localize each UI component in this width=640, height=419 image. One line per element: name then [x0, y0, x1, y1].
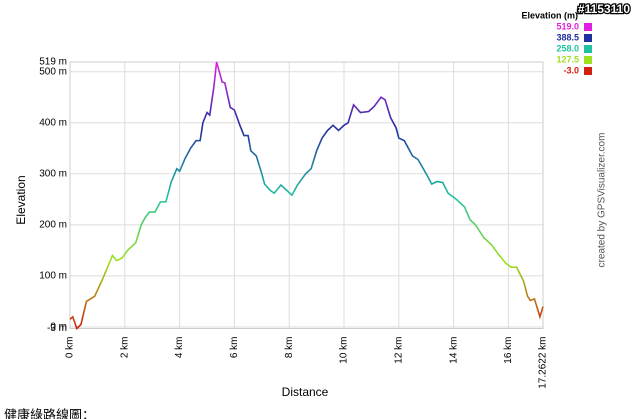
x-tick-label: 0 km — [65, 337, 76, 359]
caption: 健康綠路線圖： — [4, 407, 95, 419]
x-tick-label: 14 km — [448, 337, 459, 364]
y-tick-label: 300 m — [39, 168, 67, 179]
legend-title: Elevation (m) — [521, 10, 578, 20]
x-tick-label: 16 km — [503, 336, 514, 363]
watermark: #1153110 — [578, 2, 630, 16]
y-axis-label: Elevation — [14, 175, 28, 224]
x-tick-label: 17.2622 km — [538, 337, 549, 389]
y-tick-label: 0 m — [50, 322, 67, 333]
credit: created by GPSVisualizer.com — [597, 133, 608, 268]
elevation-line — [69, 61, 544, 330]
x-tick-label: 12 km — [393, 337, 404, 364]
x-tick-label: 2 km — [119, 337, 130, 359]
x-tick-label: 10 km — [339, 337, 350, 364]
legend-swatch — [584, 34, 592, 42]
legend-swatch — [584, 23, 592, 31]
legend-label: 519.0 — [556, 21, 579, 31]
legend-swatch — [584, 45, 592, 53]
y-tick-label: 100 m — [39, 271, 67, 282]
y-tick-label: 400 m — [39, 117, 67, 128]
y-tick-label: 500 m — [39, 66, 67, 77]
legend-label: 127.5 — [556, 54, 579, 64]
legend-label: 258.0 — [556, 43, 579, 53]
legend-swatch — [584, 67, 592, 75]
plot-frame — [69, 61, 544, 329]
y-tick-label: 519 m — [39, 57, 67, 68]
x-tick-label: 4 km — [174, 337, 185, 359]
x-axis-label: Distance — [282, 385, 329, 399]
x-tick-label: 8 km — [284, 337, 295, 359]
y-tick-label: 200 m — [39, 220, 67, 231]
legend-swatch — [584, 56, 592, 64]
y-tick-label: -3 m — [47, 323, 67, 334]
x-tick-label: 6 km — [229, 337, 240, 359]
legend-label: -3.0 — [563, 65, 579, 75]
legend-label: 388.5 — [556, 32, 579, 42]
